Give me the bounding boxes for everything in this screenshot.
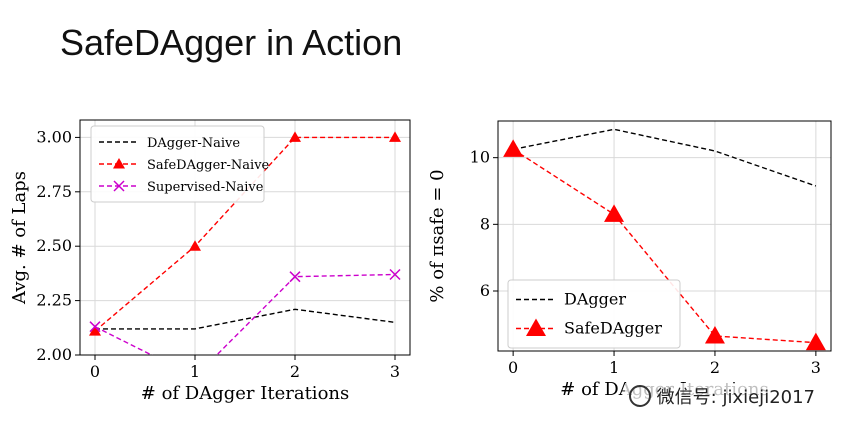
x-tick-label: 2 (290, 362, 300, 381)
data-point-stroke (389, 268, 401, 281)
marker-group (503, 139, 826, 351)
x-tick-label: 3 (390, 362, 400, 381)
data-point (389, 131, 401, 142)
x-tick-label: 0 (90, 362, 100, 381)
y-axis-label: % of πsafe = 0 (427, 169, 448, 302)
legend-box (507, 279, 681, 349)
legend-label: DAgger (564, 290, 626, 309)
y-tick-label: 8 (480, 214, 490, 233)
legend-marker (113, 158, 125, 169)
watermark-text: 微信号: jixieji2017 (656, 387, 815, 408)
legend-box (90, 125, 265, 203)
series-line (94, 273, 396, 355)
data-point (704, 326, 725, 344)
series-line (513, 128, 817, 187)
y-tick-label: 2.25 (36, 291, 72, 310)
series-line (94, 136, 395, 332)
y-tick-label: 2.75 (36, 182, 72, 201)
y-tick-label: 3.00 (36, 127, 72, 146)
data-point (805, 332, 826, 351)
x-tick-label: 3 (811, 358, 821, 377)
legend-label: SafeDAgger-Naive (147, 158, 270, 173)
series-group (512, 128, 817, 344)
data-point (289, 131, 301, 142)
data-point (89, 321, 101, 333)
x-axis-label: # of DAgger Iterations (141, 383, 349, 404)
data-point (604, 204, 625, 222)
plot-frame (79, 119, 411, 356)
series-line (95, 308, 396, 330)
x-tick-label: 1 (609, 358, 619, 377)
watermark: 微信号: jixieji2017 (624, 383, 819, 409)
data-point (89, 325, 101, 336)
data-point (389, 268, 401, 281)
y-tick-label: 6 (480, 281, 490, 300)
y-tick-label: 2.50 (36, 236, 72, 255)
data-point (289, 271, 301, 283)
legend-marker (526, 318, 546, 336)
series-group (94, 136, 396, 355)
legend-marker (113, 180, 125, 192)
data-point-stroke (289, 271, 301, 283)
x-tick-label: 2 (710, 358, 720, 377)
data-point-stroke (89, 321, 101, 333)
slide-title: SafeDAgger in Action (60, 22, 403, 63)
legend-label: Supervised-Naive (147, 180, 264, 195)
legend-label: SafeDAgger (564, 319, 662, 338)
x-tick-label: 0 (508, 358, 518, 377)
legend-label: DAgger-Naive (147, 136, 240, 151)
data-point (189, 240, 201, 251)
data-point (503, 139, 524, 157)
wechat-icon (628, 385, 651, 407)
laps-chart: 0 1 2 3 2.00 2.25 2.50 2.75 3.00 # of DAgger Iter… (9, 119, 411, 404)
y-axis-label: Avg. # of Laps (9, 171, 30, 305)
marker-group (89, 131, 401, 336)
y-tick-label: 10 (470, 148, 490, 167)
x-tick-label: 1 (190, 362, 200, 381)
plot-frame (497, 120, 832, 352)
series-line (512, 148, 816, 344)
y-tick-label: 2.00 (36, 345, 72, 364)
